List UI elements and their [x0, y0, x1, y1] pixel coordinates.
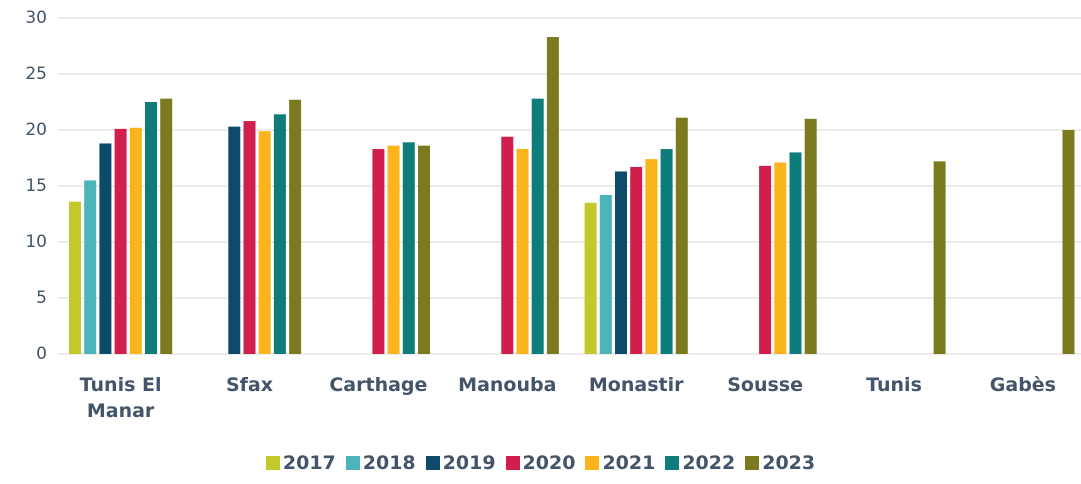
- bar: [630, 166, 643, 354]
- legend-swatch: [585, 456, 600, 470]
- legend-swatch: [425, 456, 440, 470]
- bar: [804, 118, 817, 354]
- bar: [531, 98, 544, 354]
- bar: [114, 128, 127, 354]
- bar: [99, 143, 112, 354]
- legend-label: 2021: [602, 452, 656, 474]
- legend-label: 2020: [522, 452, 576, 474]
- legend-label: 2022: [682, 452, 736, 474]
- legend-item: 2018: [345, 452, 416, 474]
- bar: [258, 131, 271, 354]
- legend: 2017 2018 2019 2020 2021 2022 2023: [0, 452, 1081, 474]
- bar: [789, 152, 802, 354]
- y-tick-label: 25: [25, 64, 47, 84]
- legend-item: 2020: [505, 452, 576, 474]
- bar: [372, 149, 385, 354]
- legend-label: 2018: [362, 452, 416, 474]
- bar: [645, 159, 658, 354]
- bar: [516, 149, 529, 354]
- bar: [759, 165, 772, 354]
- bar: [774, 162, 787, 354]
- x-tick-label: Carthage: [329, 374, 428, 396]
- bar: [615, 171, 627, 354]
- y-tick-label: 15: [25, 176, 47, 196]
- bar: [387, 145, 400, 354]
- y-tick-label: 20: [25, 120, 47, 140]
- bar: [145, 102, 157, 354]
- y-tick-label: 30: [25, 8, 47, 28]
- bar: [273, 114, 286, 354]
- bar: [228, 126, 241, 354]
- legend-swatch: [665, 456, 680, 470]
- legend-item: 2019: [425, 452, 496, 474]
- legend-label: 2017: [282, 452, 336, 474]
- legend-swatch: [265, 456, 280, 470]
- bar: [584, 202, 597, 354]
- bar: [129, 127, 142, 354]
- bar: [501, 136, 514, 354]
- legend-item: 2021: [585, 452, 655, 474]
- bar: [1062, 130, 1075, 354]
- bar: [546, 37, 559, 354]
- legend-label: 2023: [762, 452, 816, 474]
- legend-swatch: [345, 456, 360, 470]
- x-tick-label: Sousse: [727, 374, 803, 396]
- x-tick-label: Manouba: [458, 374, 557, 396]
- x-tick-label: Sfax: [225, 374, 274, 396]
- bar: [675, 117, 688, 355]
- bar: [599, 194, 612, 354]
- y-tick-label: 0: [36, 344, 47, 364]
- x-tick-label: Monastir: [588, 374, 684, 396]
- y-tick-label: 5: [36, 288, 47, 308]
- legend-swatch: [745, 456, 760, 470]
- bar: [289, 99, 302, 354]
- bar: [160, 98, 173, 354]
- bar: [660, 149, 673, 354]
- x-tick-label: Tunis El Manar: [79, 374, 162, 422]
- y-tick-label: 10: [25, 232, 47, 252]
- x-tick-label: Gabès: [989, 374, 1056, 396]
- bar: [84, 180, 97, 354]
- x-tick-label: Tunis: [866, 374, 922, 396]
- legend-label: 2019: [442, 452, 496, 474]
- legend-swatch: [505, 456, 520, 470]
- legend-item: 2017: [265, 452, 336, 474]
- bar: [69, 201, 81, 354]
- bar: [418, 145, 430, 354]
- bar: [933, 161, 946, 354]
- bar: [243, 121, 256, 354]
- legend-item: 2023: [745, 452, 815, 474]
- bar: [402, 142, 415, 354]
- legend-item: 2022: [665, 452, 735, 474]
